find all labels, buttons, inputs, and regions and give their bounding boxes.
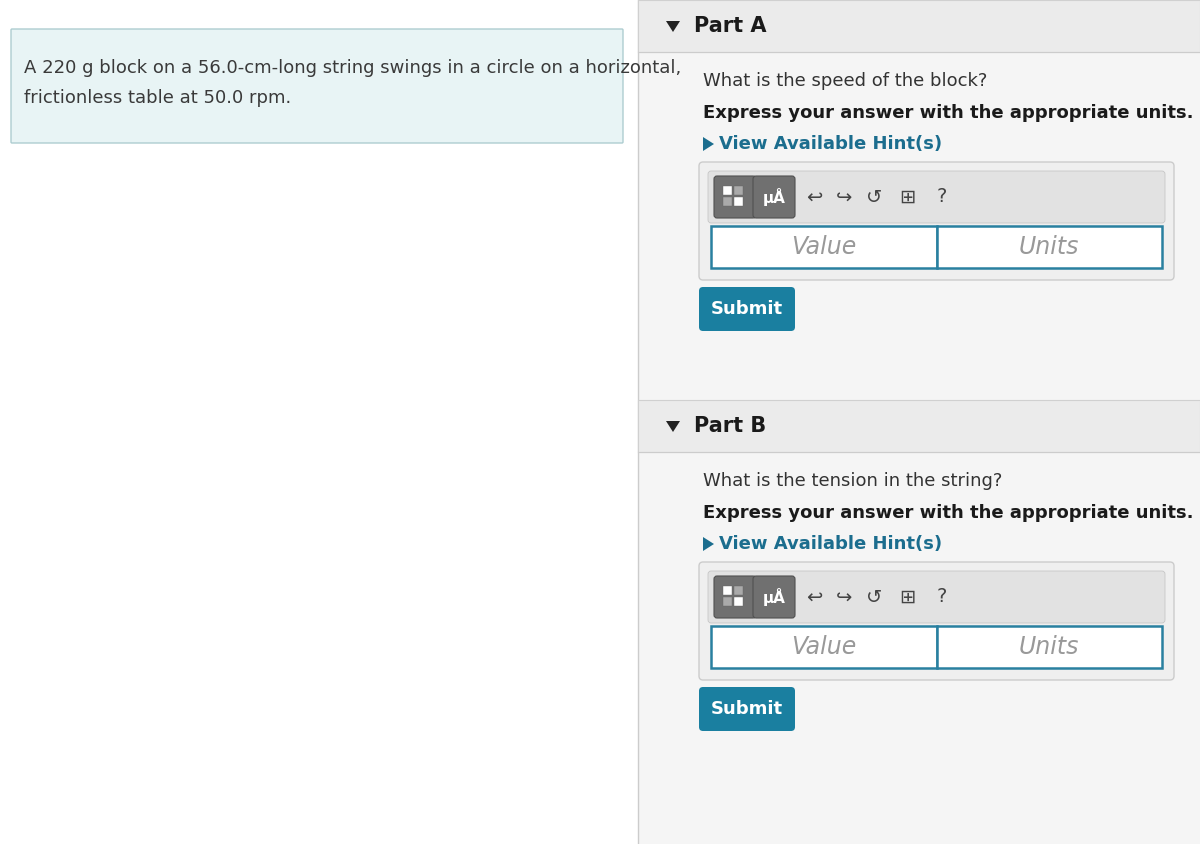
Bar [722, 186, 732, 195]
Text: View Available Hint(s): View Available Hint(s) [719, 535, 942, 553]
Text: Units: Units [1019, 235, 1080, 259]
Text: ⊞: ⊞ [899, 187, 916, 207]
Text: μÅ: μÅ [762, 588, 786, 606]
Text: Part B: Part B [694, 416, 767, 436]
Polygon shape [703, 137, 714, 151]
Text: ↪: ↪ [836, 587, 852, 607]
Text: A 220 g block on a 56.0-cm-long string swings in a circle on a horizontal,: A 220 g block on a 56.0-cm-long string s… [24, 59, 682, 77]
Bar [638, 0, 1200, 844]
FancyBboxPatch shape [698, 562, 1174, 680]
Bar [638, 0, 1200, 52]
FancyBboxPatch shape [708, 571, 1165, 623]
Bar [734, 186, 743, 195]
Text: ↪: ↪ [836, 187, 852, 207]
Bar [722, 586, 732, 595]
Text: ?: ? [937, 587, 947, 607]
Bar [734, 586, 743, 595]
FancyBboxPatch shape [754, 576, 796, 618]
Text: ↩: ↩ [806, 187, 822, 207]
Text: Express your answer with the appropriate units.: Express your answer with the appropriate… [703, 504, 1194, 522]
Text: μÅ: μÅ [762, 188, 786, 206]
Text: Units: Units [1019, 635, 1080, 659]
Bar [734, 197, 743, 206]
Bar [0, 0, 638, 844]
Text: ↺: ↺ [866, 587, 882, 607]
FancyBboxPatch shape [714, 176, 756, 218]
Bar [710, 226, 936, 268]
Polygon shape [666, 421, 680, 432]
Text: Part A: Part A [694, 16, 767, 36]
Polygon shape [703, 537, 714, 551]
FancyBboxPatch shape [698, 162, 1174, 280]
Text: What is the speed of the block?: What is the speed of the block? [703, 72, 988, 90]
FancyBboxPatch shape [714, 576, 756, 618]
FancyBboxPatch shape [698, 287, 796, 331]
Bar [936, 226, 1162, 268]
Text: Value: Value [791, 635, 857, 659]
FancyBboxPatch shape [754, 176, 796, 218]
FancyBboxPatch shape [708, 171, 1165, 223]
Text: ⊞: ⊞ [899, 587, 916, 607]
Text: frictionless table at 50.0 rpm.: frictionless table at 50.0 rpm. [24, 89, 292, 107]
Bar [734, 597, 743, 606]
Text: What is the tension in the string?: What is the tension in the string? [703, 472, 1002, 490]
Bar [722, 197, 732, 206]
Text: Express your answer with the appropriate units.: Express your answer with the appropriate… [703, 104, 1194, 122]
Bar [710, 626, 936, 668]
Text: ?: ? [937, 187, 947, 207]
Text: Submit: Submit [710, 700, 784, 718]
Text: ↩: ↩ [806, 587, 822, 607]
Polygon shape [666, 21, 680, 32]
Text: Value: Value [791, 235, 857, 259]
Bar [936, 626, 1162, 668]
FancyBboxPatch shape [698, 687, 796, 731]
Bar [638, 400, 1200, 452]
Text: ↺: ↺ [866, 187, 882, 207]
Text: Submit: Submit [710, 300, 784, 318]
FancyBboxPatch shape [11, 29, 623, 143]
Text: View Available Hint(s): View Available Hint(s) [719, 135, 942, 153]
Bar [722, 597, 732, 606]
